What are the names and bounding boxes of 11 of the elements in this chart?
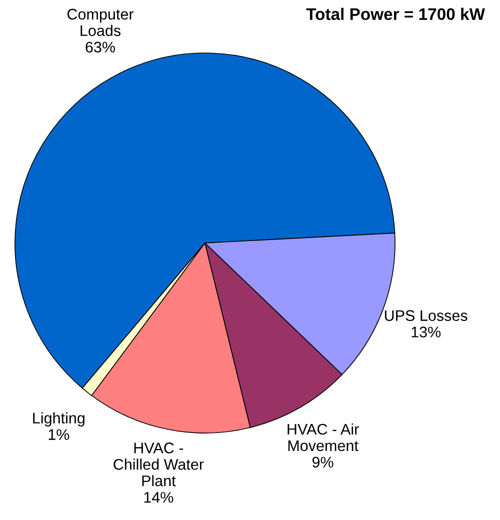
chart-title: Total Power = 1700 kW — [306, 8, 485, 20]
slice-label: Lighting — [33, 412, 84, 427]
data-label: 14% — [144, 492, 174, 503]
slice-label: HVAC - Chilled Water Plant — [114, 442, 204, 486]
slice-label: HVAC - Air Movement — [288, 423, 359, 452]
data-label: 63% — [86, 42, 115, 53]
data-label: 9% — [312, 456, 334, 468]
slice-label: UPS Losses — [384, 310, 468, 321]
slice-label: Computer Loads — [67, 8, 134, 36]
data-label: 1% — [48, 429, 70, 440]
data-label: 13% — [412, 326, 441, 338]
